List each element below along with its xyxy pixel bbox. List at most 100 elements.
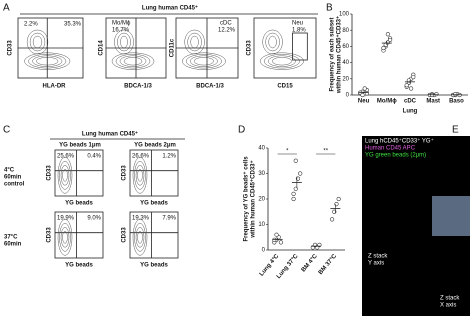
axis-note: Y axis <box>368 261 384 267</box>
y-axis-label: CD33 <box>122 165 128 181</box>
y-axis-label: CD33 <box>47 165 53 181</box>
gate-value: 2.2% <box>24 22 38 28</box>
data-point <box>453 92 458 97</box>
gate-value: 16.7% <box>112 28 130 34</box>
data-point <box>329 217 335 222</box>
micrograph-inset <box>432 196 470 236</box>
data-point <box>291 196 296 202</box>
quadrant-value: 19.3% <box>132 216 150 222</box>
contour <box>114 29 134 55</box>
y-axis-label: within human CD45⁺CD33⁺ <box>250 160 257 238</box>
contour <box>57 157 73 194</box>
quadrant-value: 0.4% <box>87 154 101 160</box>
x-tick-label: BM 37°C <box>318 253 339 276</box>
data-point <box>298 171 303 176</box>
x-tick-label: Mo/Mϕ <box>377 99 397 105</box>
panel-label: C <box>3 125 10 136</box>
x-axis-label: YG beads <box>140 263 168 269</box>
quadrant-value: 7.9% <box>162 216 176 222</box>
x-axis-label: CD15 <box>277 84 293 90</box>
x-axis-label: YG beads <box>65 201 93 207</box>
legend-text: YG green beads (2μm) <box>365 153 426 159</box>
contour <box>265 32 280 52</box>
y-tick-label: 20 <box>342 76 349 82</box>
column-label: YG beads 2μm <box>134 143 176 149</box>
contour <box>135 227 145 248</box>
y-axis-label: within human CD45⁺CD33⁺ <box>336 16 343 94</box>
y-tick-label: 0 <box>262 248 266 254</box>
x-tick-label: Neu <box>358 99 370 105</box>
x-tick-label: Mast <box>426 99 440 105</box>
contour <box>60 165 70 186</box>
quadrant-value: 19.9% <box>57 216 75 222</box>
legend-text: Human CD45 APC <box>365 146 416 152</box>
panel-title: Lung human CD45⁺ <box>142 5 198 12</box>
data-point <box>381 45 386 51</box>
contour <box>137 231 143 244</box>
contour <box>185 54 222 69</box>
significance: * <box>286 149 289 155</box>
contour <box>57 219 73 256</box>
contour <box>134 161 146 190</box>
y-tick-label: 100 <box>339 12 350 18</box>
data-point <box>385 32 391 37</box>
x-axis-label: YG beads <box>65 263 93 269</box>
contour <box>115 54 151 69</box>
y-axis-label: CD14 <box>99 40 105 56</box>
axis-note: Z stack <box>368 254 388 260</box>
x-axis-label: Lung <box>403 109 418 115</box>
y-axis-label: CD33 <box>47 227 53 243</box>
data-point <box>409 86 414 91</box>
y-tick-label: 40 <box>342 60 349 66</box>
data-point <box>274 232 279 237</box>
contour <box>271 57 292 66</box>
contour <box>111 52 155 70</box>
data-point <box>434 92 439 97</box>
decoration <box>17 17 317 79</box>
data-point <box>336 196 341 202</box>
flow-plots: 25.6% 0.4% CD33 YG beads 26.6% 1.2% CD33 YG bea… <box>47 149 179 269</box>
contour <box>60 227 70 248</box>
quadrant-value: 26.6% <box>132 154 150 160</box>
data-point <box>293 158 298 163</box>
quadrant-value: 1.2% <box>162 154 176 160</box>
gate-name: Neu <box>292 21 303 27</box>
y-axis-label: CD33 <box>247 40 253 56</box>
data-point <box>411 75 416 80</box>
data-point <box>360 92 365 98</box>
y-tick-label: 60 <box>342 44 349 50</box>
gate-value: 35.3% <box>64 22 82 28</box>
y-axis-label: CD33 <box>8 40 14 56</box>
y-tick-label: 0 <box>346 93 350 99</box>
contour <box>267 55 296 67</box>
x-axis-label: BDCA-1/3 <box>196 84 224 90</box>
panel-label: E <box>452 125 459 136</box>
legend-text: Lung hCD45⁺CD33⁺ YG⁺ <box>365 138 434 145</box>
gate-value: 1.8% <box>292 28 306 34</box>
row-label: 4°C <box>4 168 15 174</box>
column-label: YG beads 1μm <box>59 143 101 149</box>
contour <box>259 52 304 70</box>
contour <box>132 219 148 256</box>
contour <box>62 231 68 244</box>
contour <box>268 35 277 49</box>
panel-title: Lung human CD45⁺ <box>82 131 138 138</box>
x-tick-label: cDC <box>404 99 417 105</box>
y-tick-label: 10 <box>258 222 265 228</box>
gate-value: 12.2% <box>218 28 236 34</box>
x-axis-label: YG beads <box>140 201 168 207</box>
data-point <box>272 237 277 242</box>
y-axis-label: Frequency of YG beads⁺ cells <box>243 156 250 242</box>
contour <box>132 157 148 194</box>
plot-frame <box>253 17 317 79</box>
contour <box>29 32 46 52</box>
contour <box>137 169 143 182</box>
contour <box>117 32 131 52</box>
contour <box>123 57 143 66</box>
contour <box>189 55 218 67</box>
data-point <box>362 86 367 91</box>
contour <box>59 161 71 190</box>
x-axis-label: HLA-DR <box>43 84 67 90</box>
contour <box>62 169 68 182</box>
